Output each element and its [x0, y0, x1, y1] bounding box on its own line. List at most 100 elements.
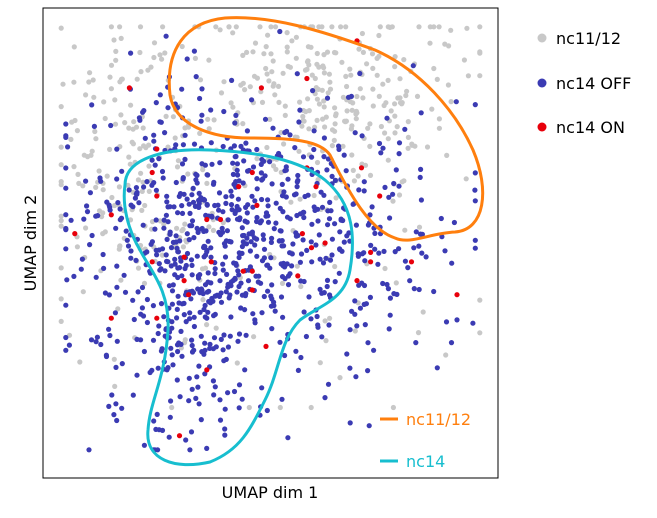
data-point-nc11-12 [117, 24, 123, 30]
data-point-nc14-off [159, 168, 166, 175]
data-point-nc14-off [187, 210, 193, 216]
data-point-nc14-off [63, 246, 69, 252]
data-point-nc14-off [164, 367, 170, 373]
data-point-nc14-off [439, 234, 445, 240]
data-point-nc14-off [175, 293, 181, 299]
data-point-nc11-12 [138, 69, 144, 75]
data-point-nc11-12 [108, 24, 114, 30]
data-point-nc14-off [438, 215, 444, 222]
data-point-nc11-12 [284, 29, 290, 36]
data-point-nc14-off [119, 361, 125, 367]
data-point-nc14-off [234, 167, 240, 173]
data-point-nc14-off [233, 179, 239, 185]
data-point-nc11-12 [115, 306, 121, 312]
data-point-nc14-off [271, 303, 277, 309]
data-point-nc14-off [277, 28, 283, 35]
data-point-nc11-12 [353, 108, 359, 114]
data-point-nc14-off [243, 241, 250, 247]
data-point-nc14-off [93, 213, 99, 219]
data-point-nc14-off [163, 252, 169, 258]
data-point-nc14-off [114, 176, 120, 182]
data-point-nc11-12 [376, 93, 382, 99]
data-point-nc14-off [311, 128, 317, 134]
data-point-nc14-off [228, 314, 234, 320]
data-point-nc14-off [144, 296, 150, 303]
data-point-nc11-12 [58, 144, 64, 150]
data-point-nc14-off [265, 262, 271, 268]
data-point-nc14-off [244, 210, 250, 216]
data-point-nc14-off [212, 266, 218, 272]
data-point-nc14-off [223, 289, 229, 295]
data-point-nc14-off [98, 178, 104, 184]
data-point-nc14-off [308, 239, 314, 245]
data-point-nc14-off [114, 417, 120, 424]
data-point-nc11-12 [182, 125, 188, 131]
data-point-nc14-off [283, 194, 289, 200]
data-point-nc11-12 [234, 360, 240, 366]
data-point-nc11-12 [116, 184, 122, 190]
legend-label-nc14-on: nc14 ON [556, 118, 625, 137]
data-point-nc14-off [179, 273, 185, 279]
data-point-nc11-12 [394, 124, 400, 130]
data-point-nc14-off [94, 334, 100, 340]
data-point-nc14-off [209, 295, 215, 302]
data-point-nc14-off [165, 105, 171, 111]
data-point-nc14-off [361, 250, 367, 256]
data-point-nc14-off [199, 161, 205, 167]
data-point-nc14-off [273, 220, 279, 226]
data-point-nc11-12 [267, 116, 273, 122]
legend-item-nc14-on: nc14 ON [537, 118, 625, 137]
data-point-nc14-off [179, 353, 185, 359]
data-point-nc11-12 [390, 198, 396, 204]
data-point-nc14-off [84, 203, 90, 209]
data-point-nc14-off [106, 403, 112, 409]
data-point-nc11-12 [314, 50, 320, 57]
data-point-nc11-12 [319, 87, 325, 93]
data-point-nc14-off [252, 242, 258, 248]
data-point-nc14-off [161, 217, 167, 223]
data-point-nc14-off [187, 223, 193, 229]
data-point-nc14-off [225, 217, 231, 223]
data-point-nc14-off [386, 194, 392, 200]
data-point-nc14-on [249, 169, 255, 176]
data-point-nc14-on [181, 254, 187, 260]
data-point-nc14-off [225, 284, 231, 290]
data-point-nc11-12 [321, 98, 327, 104]
data-point-nc14-off [376, 250, 382, 256]
data-point-nc11-12 [233, 24, 239, 30]
data-point-nc14-off [261, 293, 267, 300]
data-point-nc14-on [249, 287, 255, 293]
data-point-nc11-12 [93, 184, 99, 190]
data-point-nc14-off [362, 258, 368, 264]
data-point-nc14-off [189, 337, 195, 343]
data-point-nc14-off [218, 336, 224, 342]
data-point-nc11-12 [270, 58, 276, 64]
data-point-nc11-12 [416, 224, 423, 230]
data-point-nc14-off [113, 364, 119, 370]
data-point-nc14-off [411, 286, 417, 292]
data-point-nc11-12 [140, 125, 146, 131]
data-point-nc14-on [154, 315, 160, 321]
data-point-nc14-off [165, 219, 171, 225]
data-point-nc14-on [208, 259, 214, 265]
data-point-nc14-off [174, 245, 180, 251]
data-point-nc14-off [391, 291, 397, 297]
data-point-nc14-off [402, 258, 408, 264]
data-point-nc14-off [365, 368, 371, 374]
data-point-nc14-off [188, 257, 195, 263]
data-point-nc11-12 [238, 82, 244, 88]
data-point-nc14-off [86, 447, 92, 453]
data-point-nc14-off [271, 226, 277, 232]
data-point-nc14-off [186, 237, 192, 243]
data-point-nc11-12 [272, 24, 279, 30]
data-point-nc11-12 [130, 141, 136, 147]
data-point-nc14-off [87, 190, 93, 196]
data-point-nc14-off [259, 385, 265, 391]
data-point-nc14-off [417, 174, 423, 180]
data-point-nc14-off [169, 301, 175, 307]
data-point-nc11-12 [172, 135, 178, 141]
data-point-nc11-12 [301, 118, 307, 124]
legend-marker-nc14-off [537, 78, 547, 88]
data-point-nc14-off [198, 333, 204, 339]
data-point-nc11-12 [367, 143, 373, 149]
